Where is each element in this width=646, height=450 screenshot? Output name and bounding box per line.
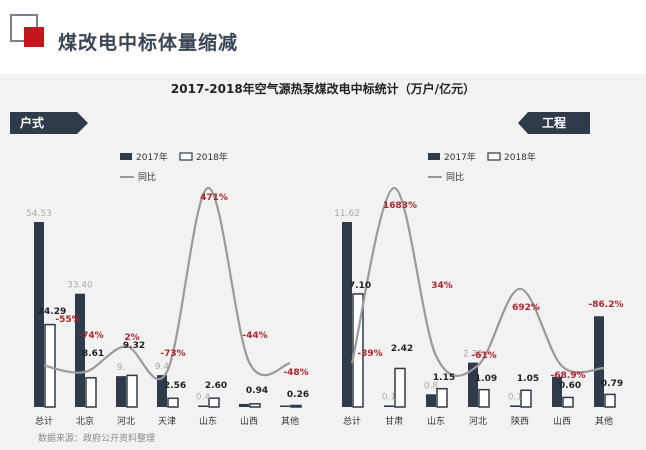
bar-2018 [436,387,448,408]
bar-2017 [510,405,520,407]
bar-2017 [426,394,436,407]
category-label: 其他 [281,415,299,427]
value-label-2017: 0.8 [424,381,439,391]
legend-2018-swatch [487,152,501,161]
legend-2018-label: 2018年 [196,151,228,163]
legend-2017-swatch [428,153,440,160]
value-label-2018: 2.60 [205,381,227,391]
value-label-2018: 2.56 [164,381,186,391]
bar-2018 [394,367,406,408]
category-label: 天津 [158,416,176,427]
bar-2018 [85,377,97,408]
value-label-2018: 0.26 [287,390,309,400]
logo-red-square-icon [24,27,44,47]
bar-2018 [478,388,490,408]
change-pct-label: 471% [200,193,228,203]
change-pct-label: 2% [124,333,139,343]
value-label-2018: 9.32 [123,341,145,351]
change-line [43,186,291,381]
page-title: 煤改电中标体量缩减 [58,32,239,54]
value-label-2017: 0.4 [196,393,211,403]
bar-2017 [384,405,394,407]
value-label-2017: 9. [117,363,126,373]
value-label-2017: 33.40 [67,281,93,291]
value-label-2017: 11.62 [334,209,360,219]
value-label-2017: 54.53 [26,209,52,219]
bar-2017 [116,376,126,407]
legend-change-label: 同比 [446,171,464,183]
legend-change-label: 同比 [138,171,156,183]
value-label-2018: 1.05 [517,374,539,384]
value-label-2018: 2.42 [391,344,413,354]
value-label-2017: 0.1 [508,392,522,402]
bar-2017 [34,222,44,407]
change-pct-label: 34% [431,281,453,291]
chart-title: 2017-2018年空气源热泵煤改电中标统计（万户/亿元） [170,82,476,96]
bar-2017 [198,405,208,407]
data-source-note: 数据来源：政府公开资料整理 [38,434,156,444]
bar-2017 [280,405,290,407]
bar-2018 [126,374,138,408]
legend-2017-label: 2017年 [444,151,476,163]
bar-2017 [157,375,167,407]
category-label: 河北 [469,415,487,427]
category-label: 北京 [76,415,94,427]
legend-2017-swatch [120,153,132,160]
category-label: 其他 [595,415,613,427]
value-label-2018: 0.79 [601,379,623,389]
change-pct-label: -44% [242,331,267,341]
value-label-2018: 1.15 [433,373,455,383]
legend-2018-swatch [179,152,193,161]
change-pct-label: 1683% [383,201,417,211]
category-label: 山西 [553,416,571,427]
value-label-2017: 0.1 [382,392,396,402]
legend-2017-label: 2017年 [136,151,168,163]
bar-2018 [249,403,261,408]
category-label: 河北 [117,415,135,427]
category-label: 总计 [343,415,361,427]
bar-2018 [520,389,532,408]
value-label-2018: 8.61 [82,349,104,359]
bar-2018 [208,397,220,408]
header-bar [0,0,646,74]
bar-2018 [290,404,302,408]
bar-2017 [342,222,352,407]
change-pct-label: -68.9% [551,371,586,381]
change-pct-label: -48% [283,368,308,378]
household-tag: 户式 [10,112,88,134]
bar-2017 [468,362,478,407]
bar-2017 [239,403,249,407]
category-label: 陕西 [511,415,529,427]
value-label-2018: 0.60 [559,381,581,391]
bar-2018 [167,397,179,408]
bar-2017 [594,316,604,407]
category-label: 山西 [240,416,258,427]
project-tag: 工程 [518,112,590,134]
category-label: 山东 [199,415,217,427]
category-label: 甘肃 [385,415,403,427]
value-label-2018: 24.29 [38,307,66,317]
category-label: 总计 [35,415,53,427]
change-line [350,186,605,377]
value-label-2018: 0.94 [246,386,268,396]
bar-2018 [352,293,364,408]
change-pct-label: -73% [160,349,185,359]
change-pct-label: -39% [357,349,382,359]
bar-2018 [562,396,574,408]
value-label-2017: 2.79 [463,350,483,360]
value-label-2017: 9.4 [155,362,170,372]
category-label: 山东 [427,415,445,427]
bar-2018 [604,393,616,408]
value-label-2018: 7.10 [349,281,371,291]
bar-2017 [552,376,562,407]
value-label-2018: 1.09 [475,374,497,384]
bar-2017 [75,293,85,407]
change-pct-label: -61% [471,351,496,361]
change-pct-label: 692% [512,303,540,313]
change-pct-label: -86.2% [589,300,624,310]
change-pct-label: -74% [78,331,103,341]
change-pct-label: -55% [55,315,80,325]
legend-2018-label: 2018年 [504,151,536,163]
